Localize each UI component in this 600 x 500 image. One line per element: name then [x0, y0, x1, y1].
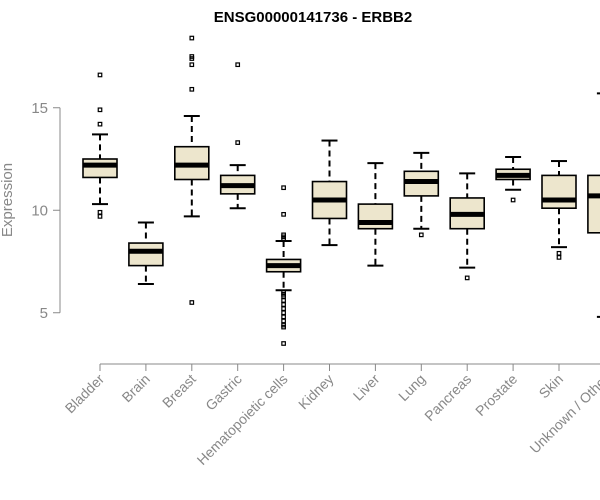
- outlier-point: [189, 86, 195, 92]
- outlier-point: [189, 62, 195, 68]
- x-tick-label: Breast: [159, 371, 199, 411]
- x-tick-label: Skin: [536, 371, 567, 402]
- outlier-point: [281, 306, 286, 311]
- x-tick-label: Bladder: [62, 371, 108, 417]
- outlier-point: [281, 302, 286, 307]
- iqr-box: [82, 158, 118, 179]
- y-tick-label: 10: [31, 202, 48, 219]
- y-axis: 5 10 15: [31, 100, 61, 322]
- box-skin: [541, 160, 577, 260]
- iqr-box: [541, 174, 577, 209]
- x-tick-label: Prostate: [472, 371, 520, 419]
- outlier-point: [281, 341, 286, 346]
- x-tick-label: Pancreas: [421, 371, 474, 424]
- x-tick-label: Liver: [350, 371, 383, 404]
- iqr-box: [587, 174, 600, 234]
- outlier-point: [97, 209, 103, 215]
- y-tick-label: 5: [40, 305, 48, 322]
- outlier-point: [281, 310, 286, 316]
- outlier-point: [510, 197, 516, 203]
- outlier-point: [281, 212, 286, 217]
- y-axis-label: Expression: [0, 163, 16, 237]
- x-tick-label: Lung: [395, 371, 428, 404]
- outlier-point: [189, 35, 195, 41]
- chart-title: ENSG00000141736 - ERBB2: [214, 9, 412, 26]
- plot-area: [82, 35, 600, 346]
- outlier-point: [189, 300, 195, 305]
- outlier-point: [281, 185, 286, 191]
- outlier-point: [418, 232, 424, 238]
- outlier-point: [281, 289, 286, 295]
- box-lung: [403, 151, 440, 238]
- outlier-point: [281, 232, 286, 238]
- outlier-point: [235, 140, 241, 145]
- box-gastric: [219, 62, 256, 210]
- outlier-point: [97, 72, 103, 78]
- outlier-point: [281, 298, 286, 303]
- outlier-point: [281, 314, 286, 320]
- box-breast: [174, 35, 210, 305]
- box-kidney: [311, 139, 348, 247]
- x-tick-label: Hematopoietic cells: [194, 371, 291, 468]
- box-prostate: [495, 155, 531, 203]
- outlier-point: [189, 54, 195, 59]
- box-liver: [357, 162, 394, 267]
- box-hematopoietic-cells: [265, 185, 302, 346]
- outlier-point: [281, 318, 286, 324]
- iqr-box: [128, 242, 164, 267]
- outlier-point: [235, 62, 241, 68]
- box-bladder: [82, 72, 118, 219]
- box-pancreas: [449, 172, 486, 281]
- x-tick-label: Gastric: [202, 371, 245, 414]
- outlier-point: [556, 250, 562, 256]
- x-tick-label: Kidney: [295, 371, 337, 413]
- outlier-point: [97, 214, 103, 219]
- outlier-point: [97, 107, 103, 113]
- x-tick-label: Brain: [119, 371, 153, 405]
- outlier-point: [464, 275, 470, 281]
- outlier-point: [556, 255, 562, 260]
- outlier-point: [97, 121, 103, 127]
- y-tick-label: 15: [31, 100, 48, 117]
- box-unknown-other: [587, 92, 600, 318]
- box-brain: [128, 221, 164, 286]
